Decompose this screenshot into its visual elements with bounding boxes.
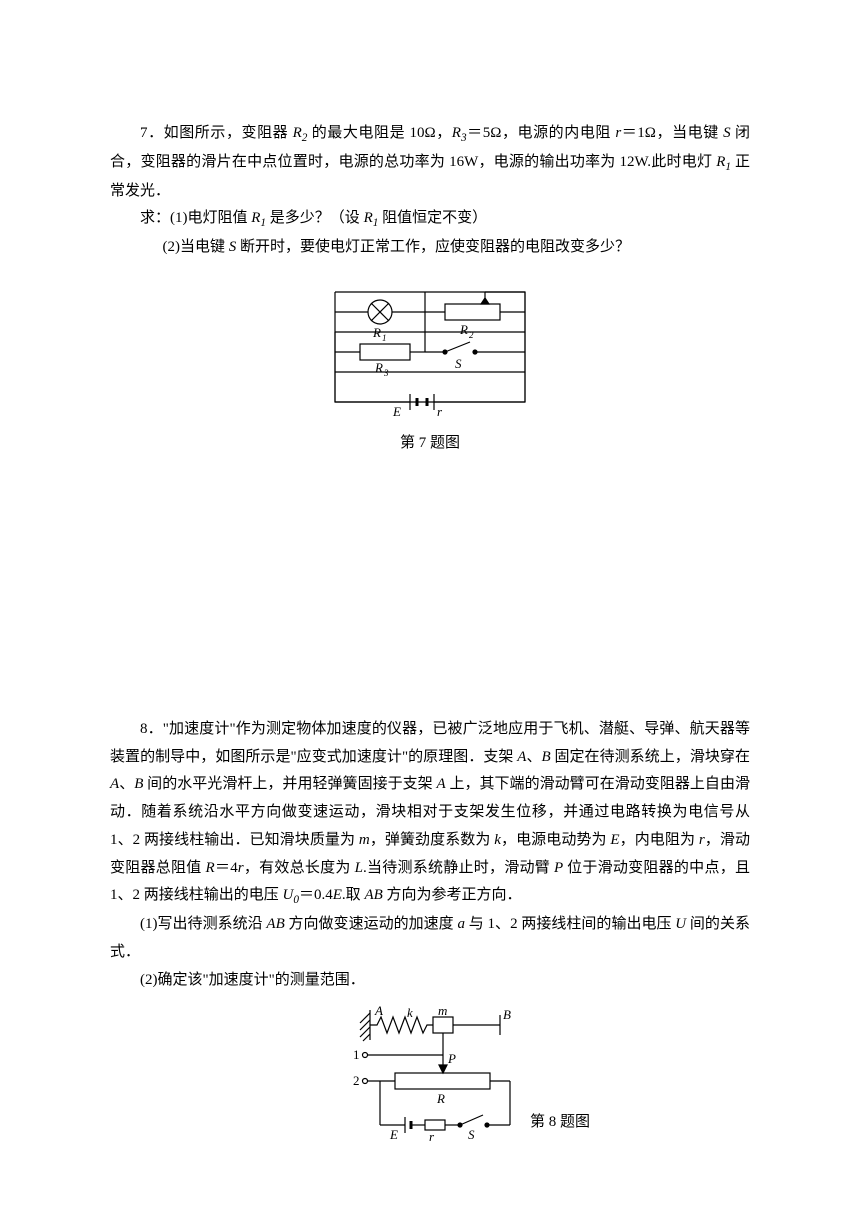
svg-text:B: B (503, 1007, 511, 1022)
svg-text:R: R (459, 322, 468, 337)
svg-text:r: r (437, 404, 443, 419)
svg-text:S: S (468, 1127, 475, 1142)
p7-S: S (723, 125, 731, 141)
p8-circuit-svg: A k m B P R 1 2 E r S (325, 1005, 535, 1145)
svg-text:R: R (372, 325, 381, 340)
svg-text:1: 1 (382, 333, 387, 343)
p7-q1c: 阻值恒定不变） (378, 210, 487, 226)
gap (110, 476, 750, 716)
p8-caption: 第 8 题图 (530, 1110, 590, 1131)
svg-text:1: 1 (353, 1047, 360, 1062)
p7-t4: ＝1Ω，当电键 (621, 125, 719, 141)
p8-q1: (1)写出待测系统沿 AB 方向做变速运动的加速度 a 与 1、2 两接线柱间的… (110, 911, 750, 967)
svg-text:E: E (392, 404, 401, 419)
svg-text:S: S (455, 356, 462, 371)
svg-text:2: 2 (469, 330, 474, 340)
p7-q2a: (2)当电键 (163, 239, 229, 255)
p8-body: 8．"加速度计"作为测定物体加速度的仪器，已被广泛地应用于飞机、潜艇、导弹、航天… (110, 716, 750, 911)
p7-q1: 求：(1)电灯阻值 R1 是多少？（设 R1 阻值恒定不变） (110, 205, 750, 234)
problem-7: 7．如图所示，变阻器 R2 的最大电阻是 10Ω，R3＝5Ω，电源的内电阻 r＝… (110, 120, 750, 452)
problem-8: 8．"加速度计"作为测定物体加速度的仪器，已被广泛地应用于飞机、潜艇、导弹、航天… (110, 716, 750, 1150)
p7-q2: (2)当电键 S 断开时，要使电灯正常工作，应使变阻器的电阻改变多少？ (110, 234, 750, 262)
p8-fig-wrap: A k m B P R 1 2 E r S 第 8 题图 (325, 1005, 535, 1150)
p7-t3: ＝5Ω，电源的内电阻 (467, 125, 616, 141)
p7-R3: R3 (452, 125, 467, 141)
svg-text:k: k (407, 1005, 413, 1020)
p7-R2: R2 (293, 125, 308, 141)
svg-text:m: m (438, 1005, 447, 1018)
p7-q1a: 求：(1)电灯阻值 (140, 210, 251, 226)
p8-figure: A k m B P R 1 2 E r S 第 8 题图 (110, 1005, 750, 1150)
p8-q2: (2)确定该"加速度计"的测量范围． (110, 967, 750, 995)
p7-caption: 第 7 题图 (110, 431, 750, 452)
svg-text:E: E (389, 1127, 398, 1142)
p7-q1b: 是多少？（设 (266, 210, 364, 226)
svg-text:r: r (429, 1129, 435, 1144)
p7-circuit-svg: R1 R2 R3 S E r (305, 272, 555, 422)
p7-t1: 7．如图所示，变阻器 (140, 125, 293, 141)
p7-figure: R1 R2 R3 S E r 第 7 题图 (110, 272, 750, 452)
page: 7．如图所示，变阻器 R2 的最大电阻是 10Ω，R3＝5Ω，电源的内电阻 r＝… (0, 0, 860, 1214)
p7-R1b: R1 (251, 210, 266, 226)
svg-text:P: P (447, 1051, 456, 1066)
svg-text:3: 3 (383, 368, 389, 378)
p7-q2b: 断开时，要使电灯正常工作，应使变阻器的电阻改变多少？ (236, 239, 630, 255)
p7-R1a: R1 (716, 154, 731, 170)
p7-R1c: R1 (364, 210, 379, 226)
p7-t2: 的最大电阻是 10Ω， (307, 125, 451, 141)
svg-text:R: R (374, 360, 383, 375)
p7-line1: 7．如图所示，变阻器 R2 的最大电阻是 10Ω，R3＝5Ω，电源的内电阻 r＝… (110, 120, 750, 205)
svg-text:2: 2 (353, 1073, 360, 1088)
svg-text:A: A (374, 1005, 383, 1018)
svg-text:R: R (436, 1091, 445, 1106)
p7-t6: 电灯 (682, 154, 716, 170)
